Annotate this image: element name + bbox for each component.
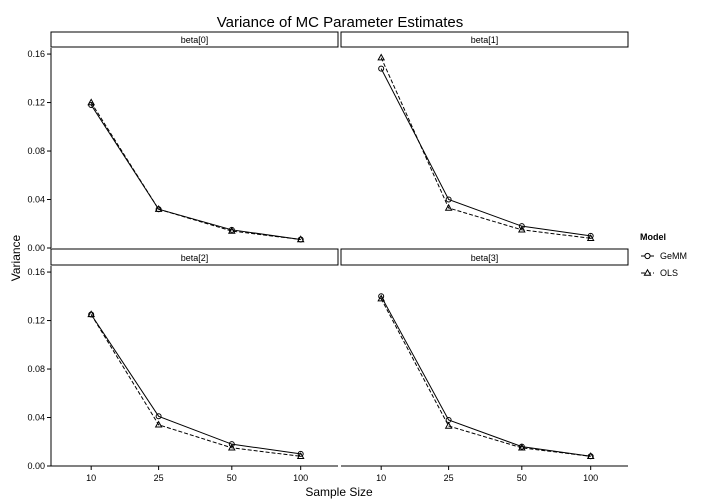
data-point-ols	[154, 420, 163, 428]
series-line-ols	[380, 298, 591, 457]
data-point-ols	[517, 225, 526, 233]
panel-beta0: beta[0] 0.00 0.04 0.08 0.12 0.16	[27, 31, 339, 253]
series-line-ols	[90, 314, 301, 457]
facet-strip-label: beta[3]	[471, 253, 499, 263]
data-point-ols	[296, 235, 305, 243]
data-point-ols	[517, 443, 526, 451]
x-tick-label: 50	[517, 473, 527, 483]
data-point-gemm	[228, 441, 235, 448]
y-tick-label: 0.12	[27, 316, 45, 326]
series-line-ols	[380, 57, 591, 239]
x-tick-label: 50	[227, 473, 237, 483]
y-tick-label: 0.16	[27, 267, 45, 277]
data-point-gemm	[297, 450, 304, 457]
panel-beta3: beta[3] 10 25 50 100	[340, 248, 629, 483]
data-point-gemm	[587, 232, 594, 239]
facet-strip-label: beta[1]	[471, 35, 499, 45]
y-axis-title: Variance	[9, 234, 23, 281]
data-point-ols	[87, 98, 96, 106]
panel-beta1: beta[1]	[340, 31, 629, 242]
legend-key-ols	[641, 268, 654, 276]
legend: Model GeMM OLS	[640, 232, 687, 278]
y-tick-label: 0.08	[27, 146, 45, 156]
data-point-ols	[227, 443, 236, 451]
x-axis-title: Sample Size	[305, 485, 373, 499]
series-line-gemm	[90, 314, 301, 455]
legend-title: Model	[640, 232, 666, 242]
legend-label-ols: OLS	[660, 268, 678, 278]
data-point-ols	[154, 204, 163, 212]
facet-strip	[50, 31, 339, 48]
data-point-ols	[87, 310, 96, 318]
facet-panels: beta[0] 0.00 0.04 0.08 0.12 0.16 beta[1] beta[2…	[27, 31, 629, 483]
data-point-ols	[296, 452, 305, 460]
facet-strip	[50, 248, 339, 266]
x-tick-label: 25	[154, 473, 164, 483]
series-line-ols	[90, 102, 301, 241]
data-point-ols	[227, 226, 236, 234]
data-point-ols	[586, 234, 595, 242]
y-tick-label: 0.16	[27, 49, 45, 59]
y-tick-label: 0.00	[27, 243, 45, 253]
y-tick-label: 0.12	[27, 98, 45, 108]
data-point-gemm	[378, 65, 385, 72]
data-point-gemm	[518, 223, 525, 230]
y-tick-label: 0.08	[27, 364, 45, 374]
x-tick-label: 100	[293, 473, 308, 483]
facet-strip-label: beta[0]	[181, 35, 209, 45]
data-point-gemm	[155, 413, 162, 420]
series-line-gemm	[90, 104, 301, 241]
data-point-ols	[377, 53, 386, 61]
x-tick-label: 100	[583, 473, 598, 483]
series-line-gemm	[380, 68, 591, 237]
x-tick-label: 10	[376, 473, 386, 483]
legend-key-gemm	[641, 252, 654, 260]
y-tick-label: 0.04	[27, 195, 45, 205]
y-tick-label: 0.04	[27, 413, 45, 423]
y-tick-label: 0.00	[27, 461, 45, 471]
x-tick-label: 25	[444, 473, 454, 483]
facet-strip	[340, 31, 629, 48]
x-tick-label: 10	[86, 473, 96, 483]
facet-strip-label: beta[2]	[181, 253, 209, 263]
series-line-gemm	[380, 296, 591, 457]
facet-strip	[340, 248, 629, 266]
panel-beta2: beta[2] 10 25 50 100 0.00 0.04 0.08 0.12 0.16	[27, 248, 339, 483]
data-point-ols	[377, 294, 386, 302]
data-point-ols	[586, 452, 595, 460]
legend-label-gemm: GeMM	[660, 251, 687, 261]
data-point-ols	[444, 203, 453, 211]
data-point-ols	[444, 421, 453, 429]
chart-title: Variance of MC Parameter Estimates	[217, 14, 463, 31]
data-point-gemm	[445, 196, 452, 203]
